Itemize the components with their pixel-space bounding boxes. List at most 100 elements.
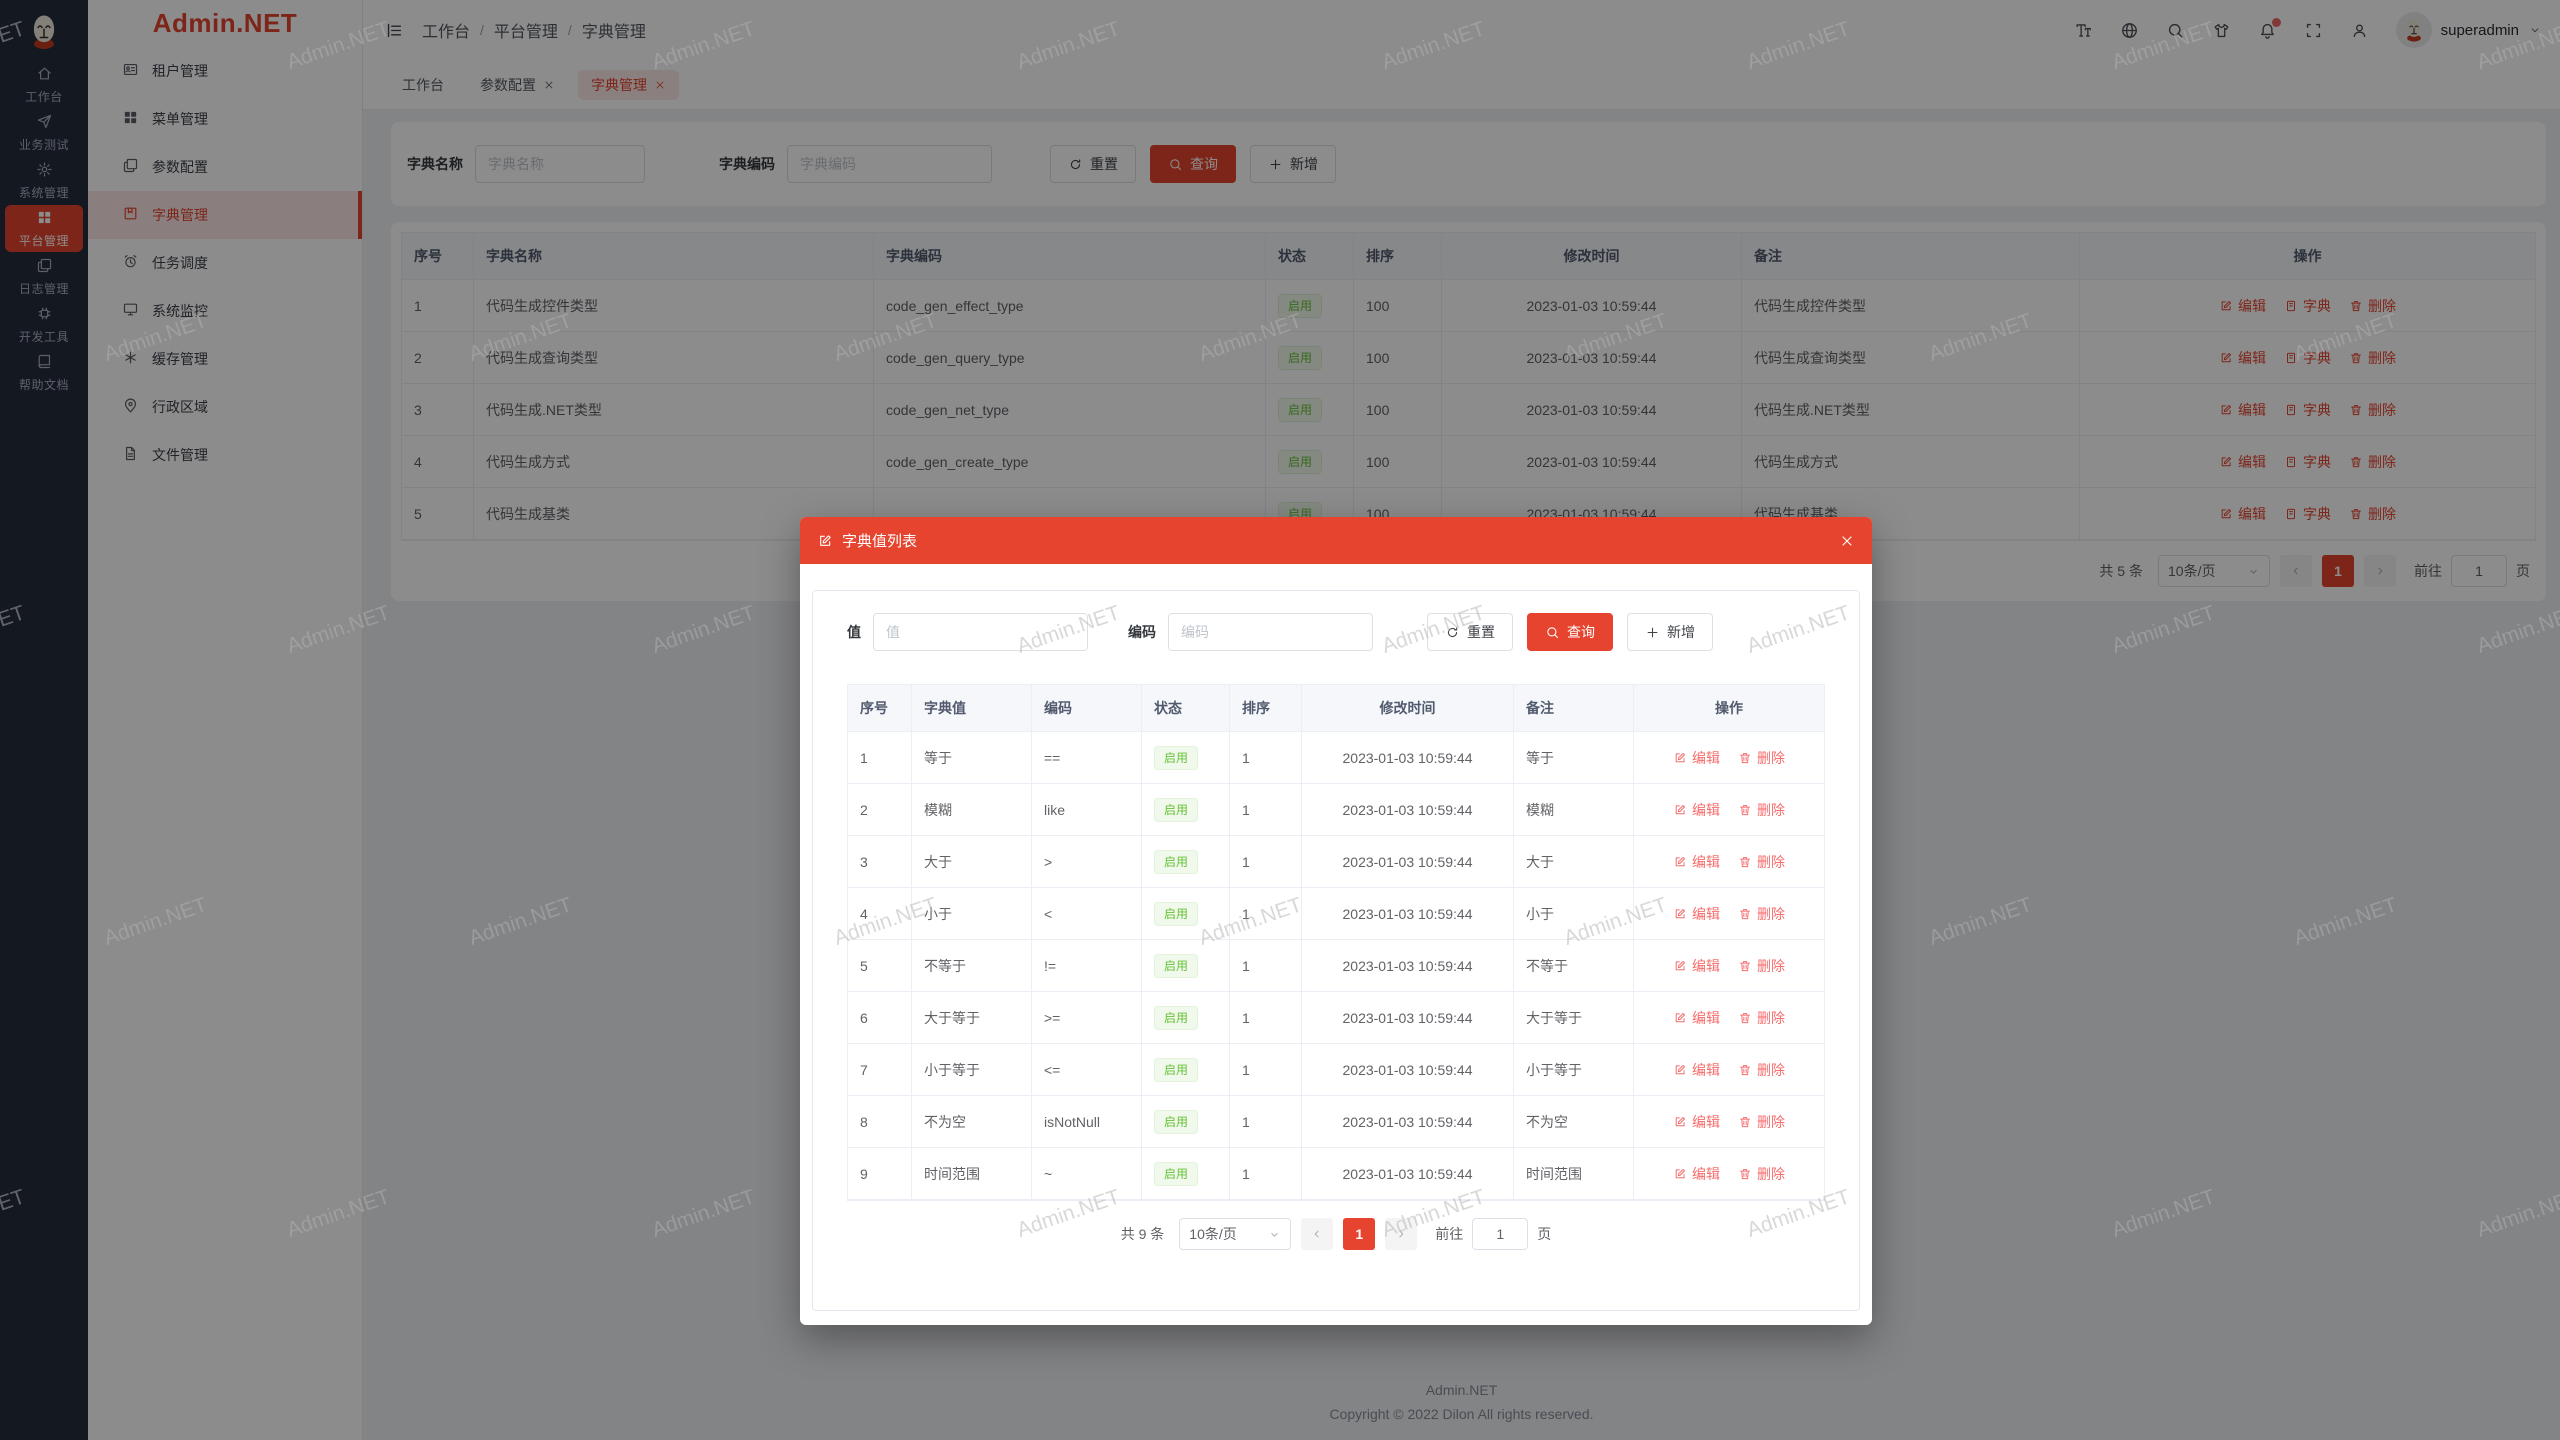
submenu-item-cache[interactable]: 缓存管理: [88, 335, 362, 383]
page-size-select[interactable]: 10条/页: [1179, 1218, 1292, 1250]
next-page-button[interactable]: [1385, 1218, 1418, 1250]
cell-time: 2023-01-03 10:59:44: [1302, 1044, 1514, 1096]
delete-link[interactable]: 删除: [1738, 904, 1785, 924]
cell-no: 4: [848, 888, 912, 940]
delete-link[interactable]: 删除: [1738, 1008, 1785, 1028]
row-actions: 编辑 字典 删除: [2219, 400, 2396, 420]
row-actions: 编辑 字典 删除: [2219, 452, 2396, 472]
edit-link[interactable]: 编辑: [1673, 800, 1720, 820]
rail-item-workbench[interactable]: 工作台: [5, 61, 83, 108]
goto-page-input[interactable]: [1472, 1218, 1529, 1250]
edit-link[interactable]: 编辑: [1673, 748, 1720, 768]
edit-link[interactable]: 编辑: [1673, 1060, 1720, 1080]
cell-sort: 1: [1230, 940, 1302, 992]
delete-link[interactable]: 删除: [2349, 452, 2396, 472]
rail-item-business-test[interactable]: 业务测试: [5, 109, 83, 156]
rail-item-platform-mgmt[interactable]: 平台管理: [5, 205, 83, 252]
submenu-item-region[interactable]: 行政区域: [88, 383, 362, 431]
submenu-item-config[interactable]: 参数配置: [88, 143, 362, 191]
delete-link[interactable]: 删除: [1738, 1164, 1785, 1184]
breadcrumb-item[interactable]: 工作台 /: [422, 22, 484, 41]
dict-values-link[interactable]: 字典: [2284, 504, 2331, 524]
add-button[interactable]: 新增: [1250, 145, 1336, 183]
delete-link[interactable]: 删除: [1738, 748, 1785, 768]
edit-link[interactable]: 编辑: [1673, 1164, 1720, 1184]
breadcrumb-item[interactable]: 平台管理 /: [493, 22, 572, 41]
page-number-button[interactable]: 1: [2322, 555, 2354, 587]
submenu-item-menu[interactable]: 菜单管理: [88, 95, 362, 143]
edit-link[interactable]: 编辑: [2219, 296, 2266, 316]
delete-link[interactable]: 删除: [1738, 800, 1785, 820]
dialog-close-button[interactable]: [1839, 533, 1855, 549]
edit-link[interactable]: 编辑: [2219, 400, 2266, 420]
delete-link[interactable]: 删除: [2349, 400, 2396, 420]
cell-time: 2023-01-03 10:59:44: [1302, 1148, 1514, 1200]
dict-values-link[interactable]: 字典: [2284, 400, 2331, 420]
cell-sort: 1: [1230, 888, 1302, 940]
bell-icon[interactable]: [2258, 17, 2281, 40]
table-row: 2 代码生成查询类型 code_gen_query_type 启用 100 20…: [402, 332, 2535, 384]
edit-link[interactable]: 编辑: [1673, 852, 1720, 872]
cell-code: code_gen_create_type: [874, 436, 1266, 488]
delete-link[interactable]: 删除: [1738, 852, 1785, 872]
submenu-item-dict[interactable]: 字典管理: [88, 191, 362, 239]
submenu-item-tenant[interactable]: 租户管理: [88, 47, 362, 95]
user-menu[interactable]: superadmin: [2395, 12, 2542, 48]
column-header: 排序: [1230, 685, 1302, 732]
dict-code-input[interactable]: [787, 145, 992, 183]
edit-icon: [1673, 1011, 1687, 1025]
edit-link[interactable]: 编辑: [1673, 904, 1720, 924]
value-input[interactable]: [873, 613, 1088, 651]
edit-link[interactable]: 编辑: [2219, 348, 2266, 368]
edit-link[interactable]: 编辑: [1673, 1008, 1720, 1028]
dict-values-link[interactable]: 字典: [2284, 296, 2331, 316]
submenu-item-schedule[interactable]: 任务调度: [88, 239, 362, 287]
submenu-item-monitor[interactable]: 系统监控: [88, 287, 362, 335]
edit-link[interactable]: 编辑: [1673, 1112, 1720, 1132]
query-button[interactable]: 查询: [1150, 145, 1236, 183]
delete-link[interactable]: 删除: [2349, 348, 2396, 368]
dialog-reset-button[interactable]: 重置: [1427, 613, 1513, 651]
total-count: 共 9 条: [1120, 1226, 1165, 1242]
cell-time: 2023-01-03 10:59:44: [1302, 836, 1514, 888]
column-header: 序号: [402, 233, 474, 280]
delete-link[interactable]: 删除: [2349, 296, 2396, 316]
status-badge: 启用: [1278, 449, 1323, 474]
rail-item-help-docs[interactable]: 帮助文档: [5, 349, 83, 396]
rail-item-log-mgmt[interactable]: 日志管理: [5, 253, 83, 300]
column-header: 序号: [848, 685, 912, 732]
dialog-header: 字典值列表: [800, 517, 1872, 564]
delete-link[interactable]: 删除: [2349, 504, 2396, 524]
delete-link[interactable]: 删除: [1738, 1112, 1785, 1132]
rail-item-system-mgmt[interactable]: 系统管理: [5, 157, 83, 204]
cell-name: 代码生成查询类型: [474, 332, 874, 384]
next-page-button[interactable]: [2364, 555, 2396, 587]
dict-name-input[interactable]: [475, 145, 645, 183]
delete-link[interactable]: 删除: [1738, 1060, 1785, 1080]
page-unit-label: 页: [2516, 563, 2530, 579]
reset-button[interactable]: 重置: [1050, 145, 1136, 183]
status-badge: 启用: [1154, 1109, 1199, 1134]
dict-values-link[interactable]: 字典: [2284, 348, 2331, 368]
prev-page-button[interactable]: [2280, 555, 2312, 587]
tab-workbench[interactable]: 工作台: [389, 70, 457, 100]
edit-link[interactable]: 编辑: [2219, 504, 2266, 524]
rail-item-dev-tools[interactable]: 开发工具: [5, 301, 83, 348]
rail-item-label: 日志管理: [18, 281, 69, 296]
prev-page-button[interactable]: [1301, 1218, 1334, 1250]
page-size-select[interactable]: 10条/页: [2158, 555, 2270, 587]
edit-link[interactable]: 编辑: [1673, 956, 1720, 976]
code-input[interactable]: [1168, 613, 1373, 651]
dict-values-link[interactable]: 字典: [2284, 452, 2331, 472]
submenu-item-file[interactable]: 文件管理: [88, 431, 362, 479]
page-number-button[interactable]: 1: [1343, 1218, 1376, 1250]
dialog-add-button[interactable]: 新增: [1627, 613, 1713, 651]
goto-page-input[interactable]: [2451, 555, 2507, 587]
tab-dict[interactable]: 字典管理: [578, 69, 679, 100]
delete-link[interactable]: 删除: [1738, 956, 1785, 976]
tab-config[interactable]: 参数配置: [467, 70, 568, 100]
dialog-query-button[interactable]: 查询: [1527, 613, 1613, 651]
breadcrumb-item[interactable]: 字典管理 /: [581, 24, 646, 41]
edit-link[interactable]: 编辑: [2219, 452, 2266, 472]
row-actions: 编辑 删除: [1673, 852, 1785, 872]
